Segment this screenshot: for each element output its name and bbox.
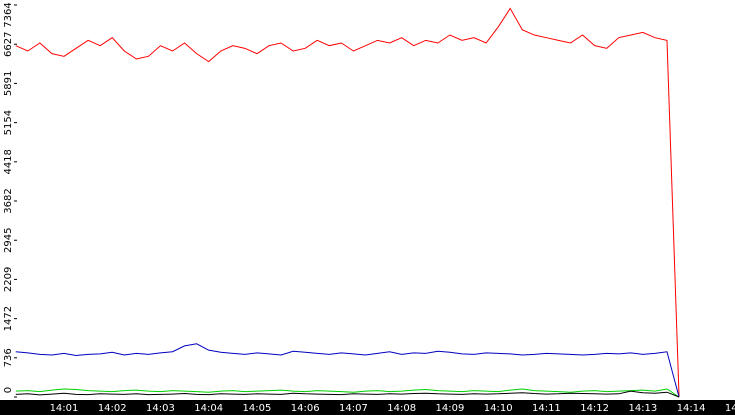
x-tick-label: 14:05: [243, 403, 272, 414]
y-tick-label: 2945: [3, 228, 14, 253]
x-tick-label: 14:06: [291, 403, 320, 414]
series-line: [15, 7, 680, 398]
x-tick-label: 14:02: [98, 403, 127, 414]
y-tick-label: 1472: [3, 306, 14, 331]
y-tick-label: 3682: [3, 188, 14, 213]
y-tick-label: 7364: [3, 2, 14, 27]
y-tick-label: 4418: [3, 149, 14, 174]
x-tick-label: 14:09: [435, 403, 464, 414]
y-tick-label: 6627: [3, 32, 14, 57]
x-tick-label: 14:14: [677, 403, 706, 414]
x-tick-label: 14:04: [194, 403, 223, 414]
y-tick-label: 736: [3, 348, 14, 367]
x-tick-label: 14:15: [725, 403, 735, 414]
series-line: [15, 388, 680, 398]
y-tick-label: 0: [3, 387, 14, 393]
y-tick-label: 2209: [3, 267, 14, 292]
x-tick-label: 14:13: [628, 403, 657, 414]
x-tick-label: 14:07: [339, 403, 368, 414]
y-tick-label: 5154: [3, 110, 14, 135]
x-tick-label: 14:10: [484, 403, 513, 414]
x-tick-label: 14:08: [387, 403, 416, 414]
y-tick-label: 5891: [3, 71, 14, 96]
x-tick-label: 14:01: [50, 403, 79, 414]
x-tick-label: 14:12: [580, 403, 609, 414]
x-axis-bar: [0, 400, 735, 415]
x-tick-label: 14:03: [146, 403, 175, 414]
series-line: [15, 390, 680, 398]
x-tick-label: 14:11: [532, 403, 561, 414]
series-line: [15, 343, 680, 398]
